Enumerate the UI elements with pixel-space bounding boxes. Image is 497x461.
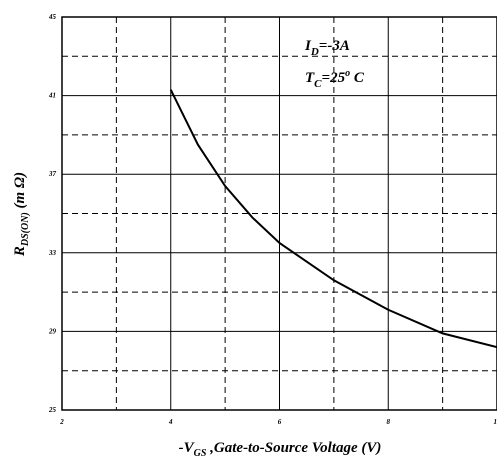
line <box>169 89 497 349</box>
x-tick-label: 4 <box>168 418 173 426</box>
annotation-text: D <box>310 46 319 58</box>
x-tick-label: 6 <box>278 418 282 426</box>
y-axis-label: RDS(ON) (m Ω) <box>12 172 31 257</box>
y-tick-label: 41 <box>48 92 56 100</box>
axis-label-text: (m Ω) <box>12 172 28 212</box>
axis-label-text: -V <box>179 440 196 456</box>
annotation-text: o <box>345 68 350 79</box>
axis-label-text: ,Gate-to-Source Voltage (V) <box>206 440 381 456</box>
annotation-text: C <box>350 70 365 86</box>
y-tick-label: 33 <box>48 249 57 257</box>
y-tick-label: 29 <box>48 327 57 335</box>
annotation: TC=25o C <box>305 68 365 90</box>
y-tick-label: 25 <box>48 406 57 414</box>
plot-frame <box>61 16 497 411</box>
axis-label-text: R <box>12 246 28 257</box>
axis-label-text: DS(ON) <box>20 212 31 247</box>
axis-label-text: GS <box>194 448 207 459</box>
x-tick-label: 8 <box>387 418 391 426</box>
annotation-text: =-3A <box>319 38 350 54</box>
annotation: ID=-3A <box>304 38 350 58</box>
y-tick-label: 37 <box>48 170 57 178</box>
y-tick-label: 45 <box>48 13 57 21</box>
annotation-text: C <box>314 78 322 90</box>
x-tick-label: 10 <box>494 418 497 426</box>
annotation-text: I <box>304 38 312 54</box>
x-tick-label: 2 <box>59 418 64 426</box>
x-axis-label: -VGS ,Gate-to-Source Voltage (V) <box>179 440 382 459</box>
annotation-text: T <box>305 70 315 86</box>
